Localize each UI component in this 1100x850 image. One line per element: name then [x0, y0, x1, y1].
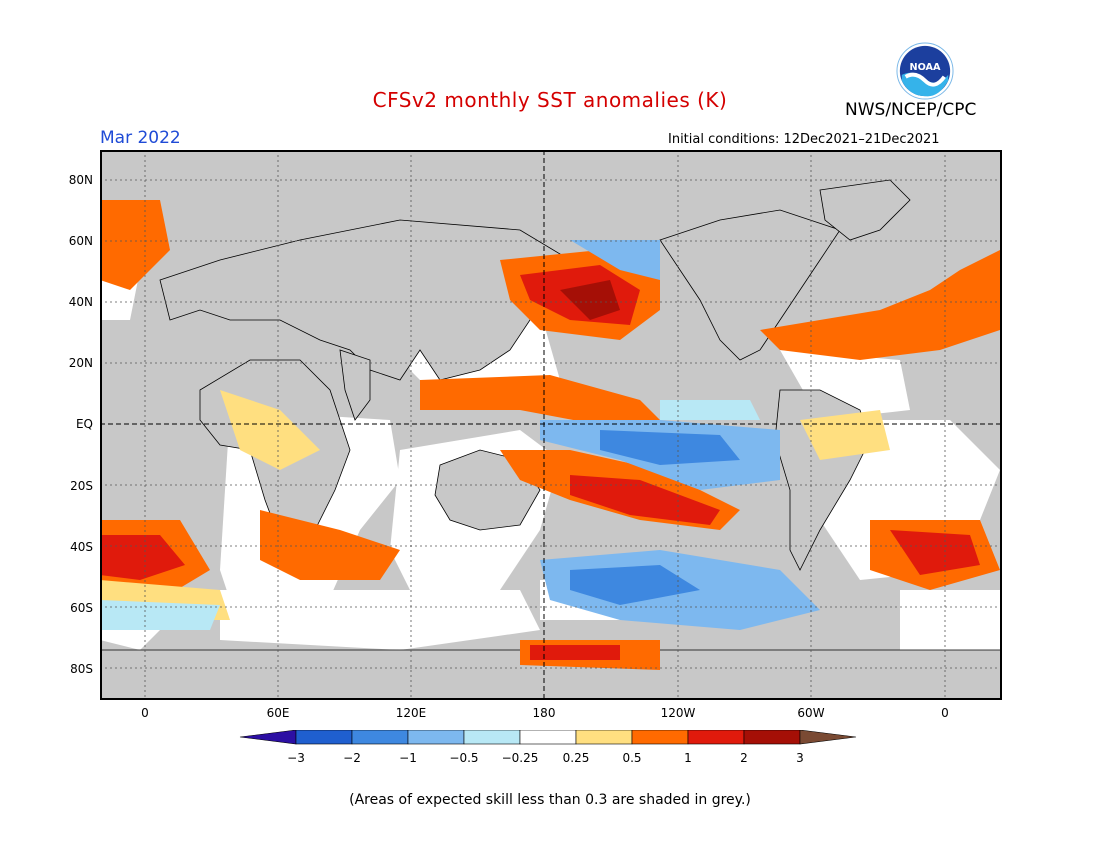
colorbar-tick-label: −1: [399, 751, 417, 765]
valid-month-label: Mar 2022: [100, 128, 181, 148]
cool-anomaly-regions: [100, 240, 820, 630]
lon-tick-label: 60E: [267, 706, 290, 720]
colorbar-segment: [687, 730, 745, 745]
lon-tick-label: 120W: [661, 706, 696, 720]
lat-tick-label: 40S: [70, 540, 93, 554]
colorbar-segment: [295, 730, 353, 745]
lat-lon-grid: [100, 150, 1002, 700]
lon-tick-label: 120E: [396, 706, 427, 720]
colorbar-segment: [743, 730, 801, 745]
lat-tick-label: EQ: [76, 417, 93, 431]
lat-tick-label: 80N: [69, 173, 93, 187]
lat-tick-label: 40N: [69, 295, 93, 309]
colorbar-tick-label: −0.5: [449, 751, 478, 765]
lon-tick-label: 180: [533, 706, 556, 720]
colorbar-tick-label: −3: [287, 751, 305, 765]
initial-conditions-label: Initial conditions: 12Dec2021–21Dec2021: [668, 132, 940, 147]
lat-tick-label: 60S: [70, 601, 93, 615]
colorbar-tick-label: −0.25: [502, 751, 539, 765]
lat-tick-label: 20S: [70, 479, 93, 493]
colorbar-segment: [407, 730, 465, 745]
lat-tick-label: 60N: [69, 234, 93, 248]
colorbar-segment: [463, 730, 521, 745]
colorbar-segment: [575, 730, 633, 745]
colorbar-tick-label: 0.25: [563, 751, 590, 765]
noaa-logo: NOAA: [896, 42, 954, 100]
lon-tick-label: 0: [941, 706, 949, 720]
colorbar: −3 −2 −1 −0.5 −0.25 0.25 0.5 1 2 3: [239, 730, 857, 765]
colorbar-segment: [631, 730, 689, 745]
colorbar-segment: [519, 730, 577, 745]
colorbar-max-arrow: [799, 730, 857, 745]
svg-text:NOAA: NOAA: [910, 62, 942, 73]
colorbar-tick-label: 0.5: [622, 751, 641, 765]
lon-tick-label: 60W: [797, 706, 824, 720]
sst-anomaly-map: [100, 150, 1002, 700]
agency-label: NWS/NCEP/CPC: [845, 100, 977, 120]
colorbar-tick-label: −2: [343, 751, 361, 765]
colorbar-min-arrow: [239, 730, 297, 745]
map-frame: [100, 150, 1002, 700]
lat-tick-label: 80S: [70, 662, 93, 676]
footnote: (Areas of expected skill less than 0.3 a…: [349, 792, 751, 808]
colorbar-segment: [351, 730, 409, 745]
lat-tick-label: 20N: [69, 356, 93, 370]
chart-title: CFSv2 monthly SST anomalies (K): [372, 88, 728, 112]
lon-tick-label: 0: [141, 706, 149, 720]
colorbar-tick-label: 1: [684, 751, 692, 765]
colorbar-tick-label: 3: [796, 751, 804, 765]
colorbar-tick-label: 2: [740, 751, 748, 765]
